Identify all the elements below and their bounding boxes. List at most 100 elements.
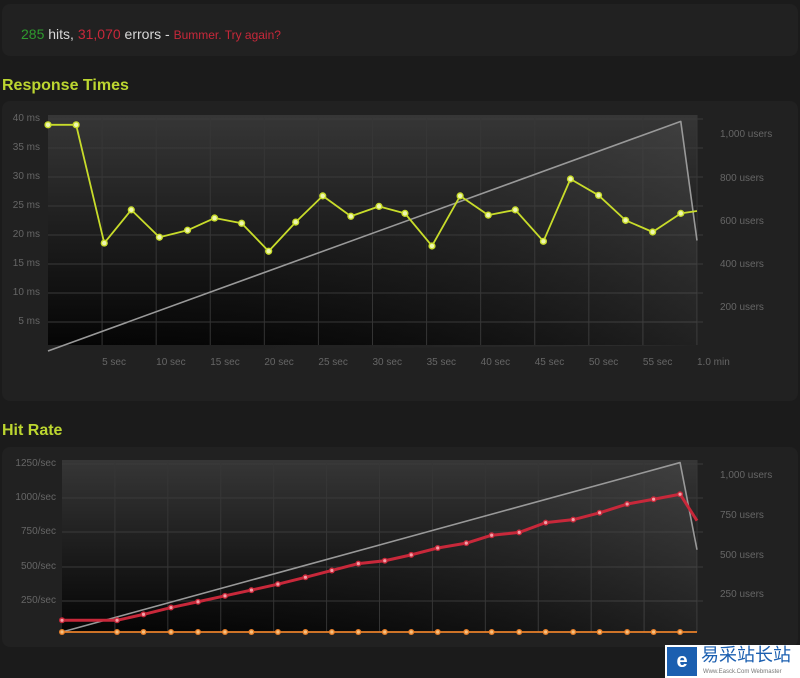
data-point [293,219,298,225]
data-point [513,207,518,213]
data-point [303,630,308,634]
x-tick-label: 30 sec [372,357,402,368]
data-point [223,594,227,598]
data-point [464,541,468,545]
data-point [356,630,360,634]
data-point [249,630,254,634]
hits-label: hits, [48,26,74,42]
data-point [169,630,173,634]
x-tick-label: 10 sec [156,357,186,368]
data-point [490,630,494,634]
data-point [678,630,682,634]
users-line [61,461,698,633]
data-point [303,575,308,579]
series-line [62,492,699,622]
data-point [678,492,682,496]
data-point [678,211,683,216]
x-tick-label: 40 sec [480,357,511,368]
x-tick-label: 20 sec [264,357,294,368]
y-tick-label: 750/sec [20,526,56,537]
data-point [60,630,64,634]
data-point [436,630,440,634]
x-tick-label: 25 sec [318,357,348,368]
data-point [45,122,51,128]
data-point [517,530,521,535]
data-point [239,221,244,226]
y-tick-label: 15 ms [12,258,40,269]
data-point [73,122,79,128]
data-point [266,249,271,254]
data-point [348,214,354,219]
data-point [249,588,254,592]
data-point [596,193,601,198]
data-point [185,228,190,233]
response-times-title: Response Times [2,77,129,94]
data-point [598,511,602,515]
data-point [623,218,628,223]
data-point [330,630,334,634]
y2-tick-label: 1,000 users [720,129,773,140]
x-tick-label: 5 sec [102,357,126,368]
data-point [212,215,217,221]
data-point [652,630,656,634]
data-point [115,630,119,634]
watermark-text: 易采站长站 [701,645,791,666]
users-area [48,121,697,352]
hit-rate-title: Hit Rate [2,422,63,439]
summary-panel: 285 hits, 31,070 errors - Bummer. Try ag… [2,4,798,56]
y-tick-label: 35 ms [12,142,40,153]
data-point [402,211,408,216]
data-point [652,497,656,501]
data-point [129,207,134,213]
x-tick-label: 15 sec [210,357,240,368]
y2-tick-label: 1,000 users [720,470,773,481]
y2-tick-label: 500 users [720,550,764,561]
data-point [429,243,435,249]
data-point [517,630,521,634]
y2-tick-label: 600 users [720,216,764,227]
data-point [544,630,548,634]
try-again-link[interactable]: Bummer. Try again? [173,28,281,42]
data-point [383,630,387,634]
data-point [409,630,413,634]
data-point [650,229,655,235]
x-tick-label: 45 sec [534,357,565,368]
data-point [486,212,491,218]
data-point [571,518,575,522]
data-point [320,193,325,199]
watermark-logo: e 易采站长站 Www.Easck.Com Webmaster [665,645,800,678]
data-point [223,630,227,634]
x-tick-label: 55 sec [642,357,673,368]
summary-text: 285 hits, 31,070 errors - Bummer. Try ag… [21,26,281,44]
data-point [464,630,468,634]
y2-tick-label: 750 users [720,510,764,521]
data-point [196,600,200,604]
y-tick-label: 500/sec [20,561,56,572]
data-point [541,239,546,244]
data-point [598,630,602,634]
x-tick-label: 50 sec [588,357,619,368]
data-point [544,520,548,525]
data-point [276,582,280,586]
data-point [409,553,413,557]
data-point [157,235,162,240]
y-tick-label: 20 ms [12,229,40,240]
y-tick-label: 40 ms [12,113,40,124]
errors-label: errors - [124,26,170,42]
data-point [383,559,387,563]
e-logo-icon: e [667,647,697,676]
hits-count: 285 [21,26,45,42]
data-point [571,630,575,634]
x-tick-label: 35 sec [426,357,457,368]
y2-tick-label: 200 users [720,302,764,313]
data-point [60,618,64,622]
watermark-subtext: Www.Easck.Com Webmaster [703,669,782,675]
y-tick-label: 5 ms [18,316,40,327]
data-point [330,568,334,573]
users-area [62,462,697,632]
data-point [102,240,107,246]
users-line [47,120,698,352]
data-point [356,561,360,566]
data-point [141,630,146,634]
